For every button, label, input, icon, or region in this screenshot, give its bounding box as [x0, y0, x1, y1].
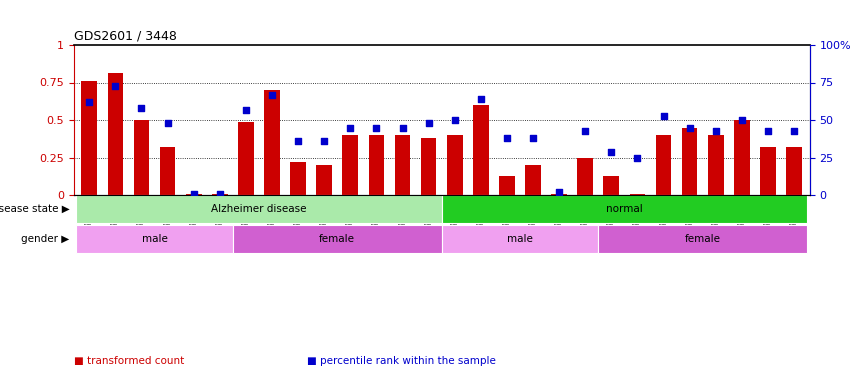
Point — [422, 120, 436, 126]
Bar — [233, 225, 442, 253]
Point — [604, 148, 618, 154]
Bar — [552, 194, 567, 195]
Text: ■ transformed count: ■ transformed count — [74, 356, 184, 366]
Bar — [630, 194, 645, 195]
Bar — [656, 135, 671, 195]
Text: ■ percentile rank within the sample: ■ percentile rank within the sample — [307, 356, 496, 366]
Bar — [604, 176, 619, 195]
Bar — [473, 105, 488, 195]
Bar — [708, 135, 724, 195]
Point — [187, 190, 201, 196]
Text: GDS2601 / 3448: GDS2601 / 3448 — [74, 30, 177, 42]
Bar — [76, 195, 442, 223]
Text: female: female — [320, 234, 355, 244]
Point — [656, 112, 670, 118]
Bar — [133, 120, 149, 195]
Point — [682, 124, 696, 130]
Point — [317, 138, 331, 144]
Point — [344, 124, 358, 130]
Bar — [760, 147, 776, 195]
Bar — [159, 147, 176, 195]
Bar — [81, 81, 97, 195]
Point — [553, 189, 566, 195]
Bar — [107, 74, 123, 195]
Bar — [447, 135, 462, 195]
Point — [213, 190, 227, 196]
Text: normal: normal — [606, 204, 643, 214]
Point — [370, 124, 384, 130]
Point — [630, 154, 644, 160]
Point — [500, 135, 514, 141]
Point — [448, 117, 462, 123]
Bar — [369, 135, 385, 195]
Point — [578, 128, 592, 134]
Point — [761, 128, 775, 134]
Bar — [316, 165, 332, 195]
Point — [735, 117, 749, 123]
Point — [526, 135, 540, 141]
Bar — [238, 122, 254, 195]
Point — [708, 128, 722, 134]
Bar — [525, 165, 541, 195]
Bar — [578, 158, 593, 195]
Bar — [76, 225, 233, 253]
Bar — [442, 225, 598, 253]
Text: gender ▶: gender ▶ — [21, 234, 69, 244]
Text: disease state ▶: disease state ▶ — [0, 204, 69, 214]
Point — [239, 106, 253, 112]
Point — [291, 138, 305, 144]
Text: female: female — [685, 234, 721, 244]
Text: Alzheimer disease: Alzheimer disease — [211, 204, 307, 214]
Point — [134, 105, 148, 111]
Point — [82, 99, 96, 105]
Bar — [212, 194, 228, 195]
Bar — [442, 195, 807, 223]
Point — [265, 92, 279, 98]
Bar — [395, 135, 410, 195]
Bar — [421, 138, 436, 195]
Bar — [499, 176, 514, 195]
Text: male: male — [142, 234, 167, 244]
Bar — [290, 162, 306, 195]
Bar — [264, 90, 280, 195]
Text: male: male — [507, 234, 533, 244]
Bar — [734, 120, 750, 195]
Point — [474, 96, 488, 102]
Bar — [342, 135, 359, 195]
Bar — [682, 128, 697, 195]
Bar — [186, 194, 202, 195]
Point — [396, 124, 410, 130]
Point — [108, 82, 122, 88]
Bar — [786, 147, 802, 195]
Point — [161, 120, 175, 126]
Bar — [598, 225, 807, 253]
Point — [787, 128, 801, 134]
